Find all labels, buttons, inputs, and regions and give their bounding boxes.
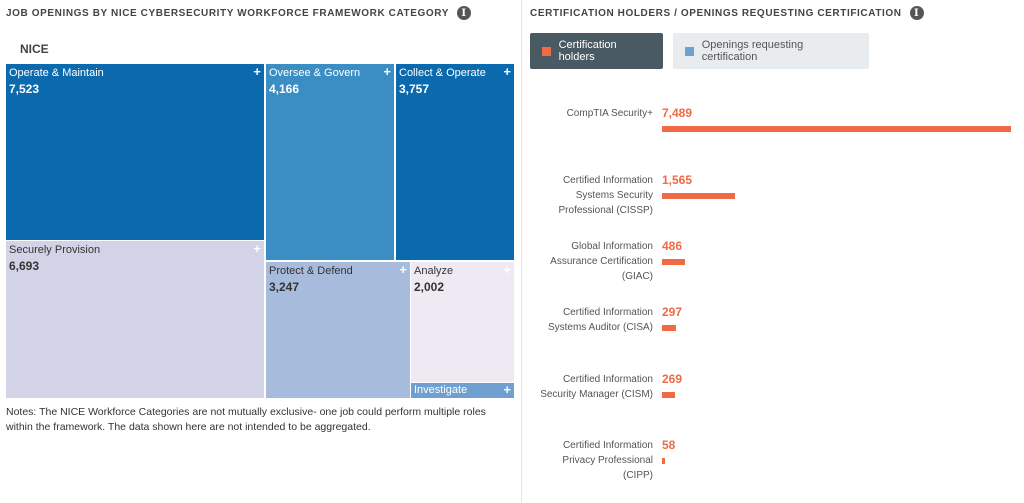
treemap-tile-protect-defend[interactable]: Protect & Defend 3,247 +	[266, 262, 410, 398]
expand-plus-icon[interactable]: +	[383, 64, 391, 79]
cert-holders-bar[interactable]	[662, 126, 1011, 132]
info-icon[interactable]: i	[909, 6, 924, 20]
cert-category-label: Certified Information Systems Security Pro…	[558, 175, 653, 216]
cert-category-label: Certified Information Privacy Professiona…	[562, 440, 653, 481]
treemap-tile-investigate[interactable]: Investigate +	[411, 383, 514, 398]
expand-plus-icon[interactable]: +	[253, 241, 261, 256]
cert-holders-bar[interactable]	[662, 193, 735, 199]
treemap-tile-value: 3,757	[399, 82, 430, 96]
cert-holders-bar[interactable]	[662, 392, 675, 398]
treemap-tile-securely-provision[interactable]: Securely Provision 6,693 +	[6, 241, 264, 398]
cert-category-label: Certified Information Security Manager (C…	[540, 374, 653, 400]
cert-value-label: 486	[662, 239, 683, 253]
cert-category-label: Certified Information Systems Auditor (CI…	[547, 307, 653, 333]
treemap-tile-label: Oversee & Govern	[269, 67, 361, 79]
treemap-tile-value: 3,247	[269, 280, 300, 294]
legend-openings-label: Openings requesting certification	[701, 39, 804, 63]
panel-divider	[521, 0, 522, 503]
treemap-title-text: JOB OPENINGS BY NICE CYBERSECURITY WORKF…	[6, 7, 450, 19]
notes-text: Notes: The NICE Workforce Categories are…	[6, 406, 486, 433]
expand-plus-icon[interactable]: +	[399, 262, 407, 277]
legend-holders-button[interactable]: Certification holders	[530, 33, 663, 69]
expand-plus-icon[interactable]: +	[503, 383, 511, 397]
cert-holders-bar[interactable]	[662, 325, 676, 331]
cert-holders-bar[interactable]	[662, 458, 665, 464]
legend-holders-label: Certification holders	[558, 39, 617, 63]
treemap-tile-collect-operate[interactable]: Collect & Operate 3,757 +	[396, 64, 514, 260]
treemap-tile-value: 7,523	[9, 82, 40, 96]
treemap-tile-value: 4,166	[269, 82, 300, 96]
cert-category-label: CompTIA Security+	[566, 108, 653, 119]
info-icon[interactable]: i	[457, 6, 472, 20]
treemap-tile-label: Operate & Maintain	[9, 67, 104, 79]
treemap-tile-label: Investigate	[414, 384, 468, 396]
treemap-tile-oversee-govern[interactable]: Oversee & Govern 4,166 +	[266, 64, 394, 260]
cert-value-label: 269	[662, 372, 683, 386]
bar-title-text: CERTIFICATION HOLDERS / OPENINGS REQUEST…	[530, 7, 902, 19]
treemap-tile-operate-maintain[interactable]: Operate & Maintain 7,523 +	[6, 64, 264, 240]
cert-value-label: 1,565	[662, 173, 693, 187]
treemap-tile-value: 2,002	[414, 280, 445, 294]
legend-openings-button[interactable]: Openings requesting certification	[673, 33, 869, 69]
cert-value-label: 297	[662, 305, 683, 319]
treemap-tile-label: Securely Provision	[9, 244, 101, 256]
treemap-root-label[interactable]: NICE	[20, 42, 49, 56]
legend-openings-swatch	[685, 46, 694, 56]
legend-holders-swatch	[542, 46, 551, 56]
cert-value-label: 7,489	[662, 106, 693, 120]
cert-value-label: 58	[662, 438, 676, 452]
treemap-tile-label: Protect & Defend	[269, 265, 353, 277]
treemap-tile-value: 6,693	[9, 259, 40, 273]
treemap-panel-title: JOB OPENINGS BY NICE CYBERSECURITY WORKF…	[6, 6, 472, 20]
expand-plus-icon[interactable]: +	[253, 64, 261, 79]
treemap-tile-analyze[interactable]: Analyze 2,002 +	[411, 262, 514, 382]
treemap-tile-label: Collect & Operate	[399, 67, 486, 79]
bar-panel-title: CERTIFICATION HOLDERS / OPENINGS REQUEST…	[530, 6, 924, 20]
expand-plus-icon[interactable]: +	[503, 64, 511, 79]
cert-holders-bar[interactable]	[662, 259, 685, 265]
treemap-tile-label: Analyze	[414, 265, 454, 277]
cert-category-label: Global Information Assurance Certificatio…	[550, 241, 653, 282]
expand-plus-icon[interactable]: +	[503, 262, 511, 277]
